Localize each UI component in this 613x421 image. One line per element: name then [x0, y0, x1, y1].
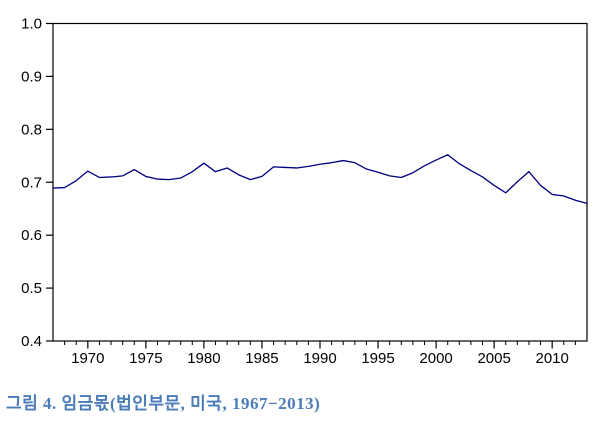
- x-tick-label: 2005: [477, 350, 510, 367]
- y-tick-label: 0.6: [21, 227, 42, 244]
- x-tick-label: 1985: [245, 350, 278, 367]
- chart-area: 1.0 0.9 0.8 0.7 0.6 0.5 0.4 1970 1975 1980 1985 199…: [21, 16, 588, 367]
- wage-share-line: [52, 154, 588, 205]
- x-tick-label: 1990: [303, 350, 336, 367]
- x-tick-label: 1980: [187, 350, 220, 367]
- x-tick-label: 1995: [361, 350, 394, 367]
- y-tick-label: 0.8: [21, 121, 42, 138]
- x-tick-label: 1970: [71, 350, 104, 367]
- y-tick-label: 0.7: [21, 174, 42, 191]
- y-tick-label: 0.9: [21, 68, 42, 85]
- x-tick-label: 2010: [535, 350, 568, 367]
- y-tick-label: 1.0: [21, 16, 42, 33]
- x-tick-label: 1975: [129, 350, 162, 367]
- x-tick-label: 2000: [419, 350, 452, 367]
- y-tick-label: 0.4: [21, 333, 42, 350]
- plot-frame: [52, 22, 588, 342]
- figure-caption: 그림 4. 임금몫(법인부문, 미국, 1967−2013): [6, 394, 321, 413]
- y-tick-label: 0.5: [21, 280, 42, 297]
- wage-share-chart: 1.0 0.9 0.8 0.7 0.6 0.5 0.4 1970 1975 1980 1985 199…: [21, 16, 588, 367]
